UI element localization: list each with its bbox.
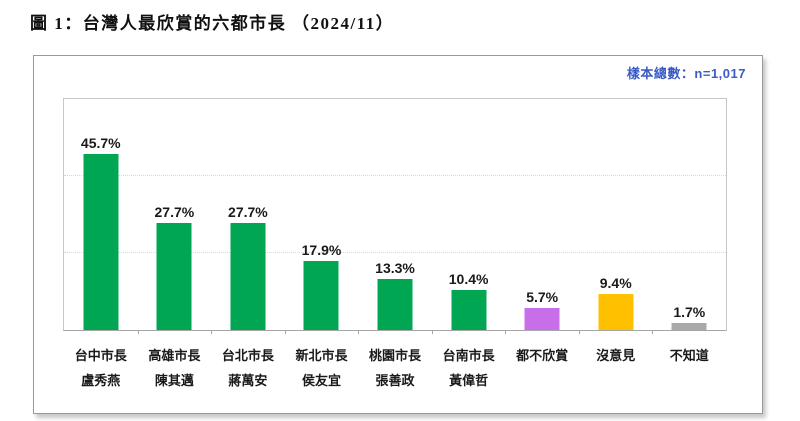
category-label-line: 都不欣賞	[516, 348, 569, 363]
bar-column: 5.7% 都不欣賞	[505, 99, 579, 363]
bar	[156, 223, 192, 330]
bar-value-label: 1.7%	[673, 304, 706, 321]
category-label-line: 黃偉哲	[449, 373, 489, 388]
axis-tick	[284, 330, 286, 334]
bar-column: 27.7% 高雄市長陳其邁	[138, 99, 212, 388]
bar	[377, 278, 413, 330]
axis-tick	[652, 330, 654, 334]
category-label-line: 台中市長	[74, 348, 127, 363]
axis-tick	[358, 330, 360, 334]
axis-tick	[431, 330, 433, 334]
bar-value-label: 10.4%	[448, 270, 489, 287]
category-label: 桃園市長 張善政	[355, 343, 435, 393]
category-label-line: 張善政	[375, 373, 415, 388]
figure-title: 圖 1：台灣人最欣賞的六都市長 （2024/11）	[30, 14, 395, 33]
bar-value-label: 17.9%	[301, 242, 342, 259]
category-label: 都不欣賞	[502, 343, 582, 368]
bar	[303, 261, 339, 330]
bar-column: 17.9% 新北市長侯友宜	[285, 99, 359, 388]
sample-size-note: 樣本總數：n=1,017	[626, 66, 746, 81]
bar-value-label: 9.4%	[599, 274, 632, 291]
category-label: 台南市長 黃偉哲	[429, 343, 509, 393]
bar-value-label: 27.7%	[154, 204, 195, 221]
category-label: 台中市長 盧秀燕	[61, 343, 141, 393]
bar-column: 45.7% 台中市長盧秀燕	[64, 99, 138, 388]
axis-tick	[137, 330, 139, 334]
category-label-line: 陳其邁	[154, 373, 194, 388]
axis-tick	[505, 330, 507, 334]
bar	[83, 154, 119, 330]
category-label-line: 侯友宜	[301, 373, 341, 388]
bar	[451, 289, 487, 330]
axis-tick	[211, 330, 213, 334]
bar	[230, 223, 266, 330]
bar-column: 13.3% 桃園市長張善政	[358, 99, 432, 388]
bar-column: 9.4% 沒意見	[579, 99, 653, 363]
chart-frame: 樣本總數：n=1,017 45.7% 台中市長 盧秀燕 27.7% 高雄市長 陳其邁 27.…	[33, 55, 763, 414]
bar	[671, 323, 707, 330]
bar-column: 1.7% 不知道	[653, 99, 727, 363]
bar-value-label: 27.7%	[228, 204, 268, 221]
category-label-line: 蔣萬安	[228, 373, 268, 388]
category-label-line: 高雄市長	[148, 348, 201, 363]
bar-value-label: 45.7%	[80, 135, 121, 152]
category-label: 高雄市長 陳其邁	[134, 343, 214, 393]
category-label-line: 台南市長	[442, 348, 495, 363]
category-label-line: 桃園市長	[369, 348, 422, 363]
bar-value-label: 13.3%	[375, 259, 415, 276]
bar	[598, 293, 634, 330]
axis-tick	[578, 330, 580, 334]
category-label-line: 盧秀燕	[81, 373, 121, 388]
bar-value-label: 5.7%	[526, 289, 559, 306]
gridline	[64, 252, 726, 253]
category-label-line: 不知道	[669, 348, 709, 363]
category-label: 不知道	[649, 343, 729, 368]
bar	[524, 308, 560, 330]
category-label: 新北市長 侯友宜	[281, 343, 361, 393]
category-label-line: 新北市長	[295, 348, 348, 363]
category-label: 沒意見	[576, 343, 656, 368]
plot-area: 45.7% 台中市長盧秀燕 27.7% 高雄市長陳其邁 27.7% 台北市長蔣萬安 17.9…	[63, 98, 727, 388]
bar-columns: 45.7% 台中市長盧秀燕 27.7% 高雄市長陳其邁 27.7% 台北市長蔣萬安 17.9…	[64, 99, 727, 388]
bar-column: 10.4% 台南市長黃偉哲	[432, 99, 506, 388]
category-label-line: 沒意見	[596, 348, 636, 363]
category-label: 台北市長 蔣萬安	[208, 343, 288, 393]
gridline	[64, 175, 726, 176]
bar-column: 27.7% 台北市長蔣萬安	[211, 99, 285, 388]
category-label-line: 台北市長	[221, 348, 274, 363]
